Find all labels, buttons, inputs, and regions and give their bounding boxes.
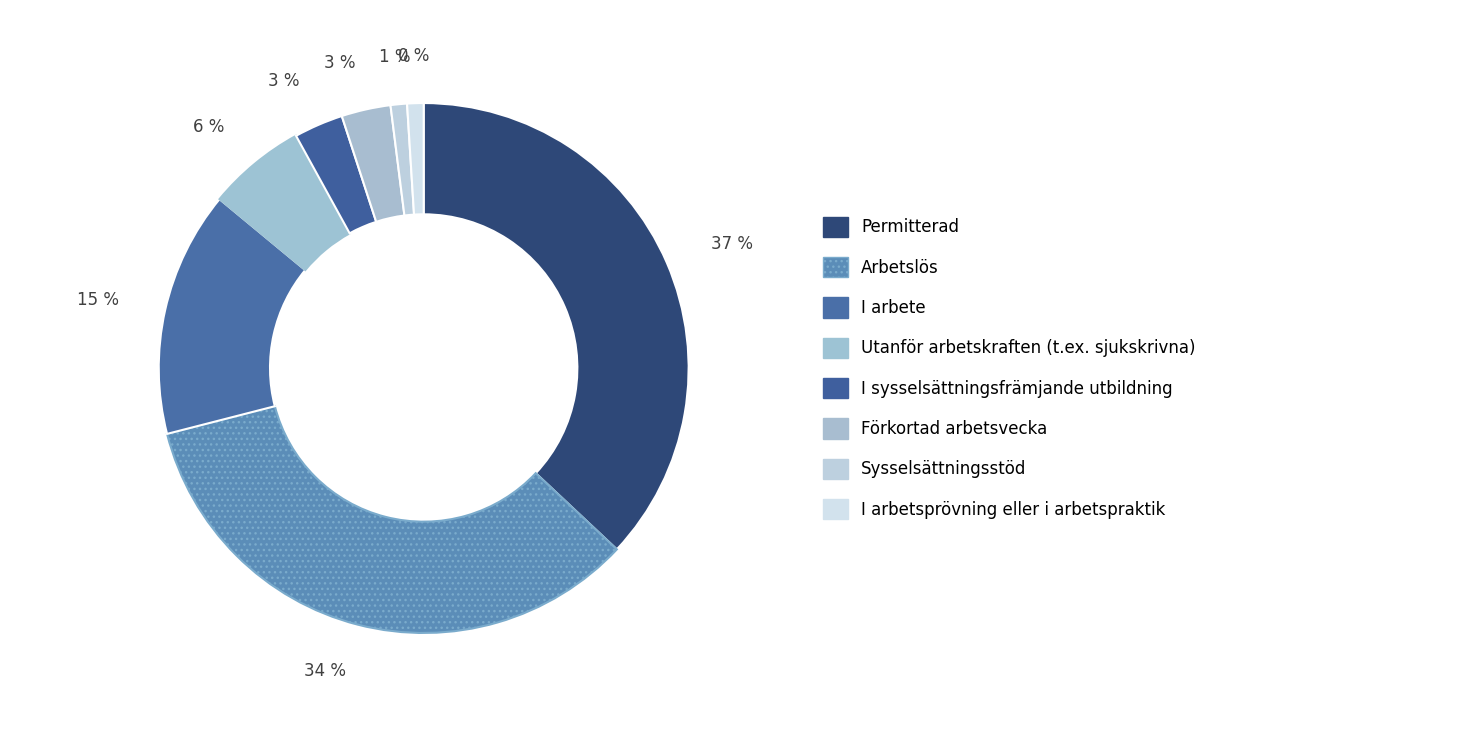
Text: 1 %: 1 % [378,48,411,66]
Wedge shape [342,105,405,222]
Text: 3 %: 3 % [267,72,300,90]
Text: 6 %: 6 % [193,118,225,136]
Wedge shape [297,116,375,233]
Legend: Permitterad, Arbetslös, I arbete, Utanför arbetskraften (t.ex. sjukskrivna), I s: Permitterad, Arbetslös, I arbete, Utanfö… [817,210,1202,526]
Wedge shape [167,406,617,633]
Text: 15 %: 15 % [76,291,118,309]
Text: 37 %: 37 % [710,235,752,253]
Wedge shape [219,136,349,270]
Text: 3 %: 3 % [324,54,355,72]
Wedge shape [159,199,305,434]
Wedge shape [390,104,413,216]
Text: 34 %: 34 % [304,662,346,680]
Text: 0 %: 0 % [399,46,430,65]
Wedge shape [424,103,688,549]
Wedge shape [408,103,424,215]
